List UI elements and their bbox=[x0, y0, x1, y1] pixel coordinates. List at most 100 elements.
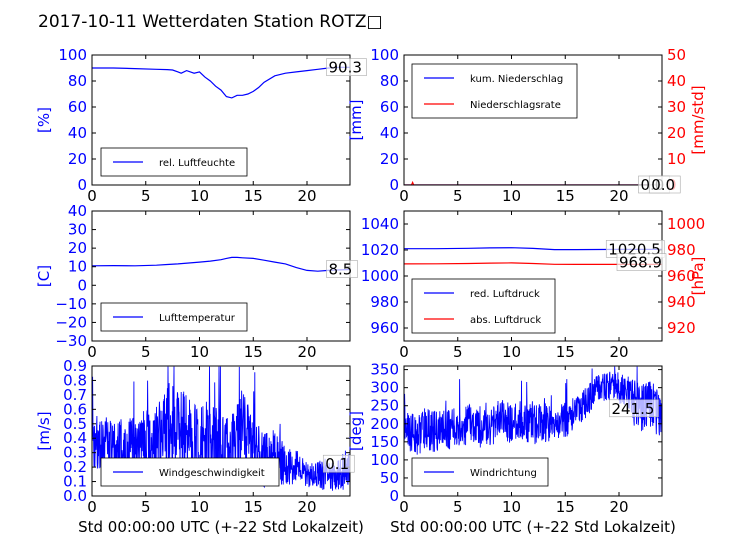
y-tick-label: 50 bbox=[380, 469, 399, 487]
x-tick-label: 0 bbox=[87, 343, 97, 361]
y-tick-label: 60 bbox=[68, 98, 87, 116]
y-tick-label: 0 bbox=[389, 176, 399, 194]
legend-label: Windgeschwindigkeit bbox=[159, 468, 265, 479]
chart-panel-temperature: 0 5 10 15 20−30−20−10010203040[C]Lufttempera… bbox=[35, 202, 358, 361]
series-line-precip-1 bbox=[404, 180, 662, 185]
chart-panel-humidity: 0 5 10 15 20 0 20 40 60 80 100 [%] rel. Luftfeuchte 9… bbox=[35, 46, 367, 205]
x-tick-label: 15 bbox=[556, 343, 575, 361]
y-tick-label: 0.2 bbox=[63, 458, 87, 476]
y-tick-label: 30 bbox=[68, 221, 87, 239]
value-label: 968.9 bbox=[619, 254, 662, 272]
y-tick-label: 980 bbox=[370, 293, 399, 311]
x-tick-label: 10 bbox=[502, 343, 521, 361]
legend-label: red. Luftdruck bbox=[470, 289, 540, 300]
x-tick-label: 5 bbox=[453, 187, 463, 205]
x-tick-label: 15 bbox=[556, 187, 575, 205]
y-tick-label: 350 bbox=[370, 361, 399, 379]
y-axis-label: [m/s] bbox=[35, 411, 53, 450]
legend-box-precip bbox=[411, 63, 578, 119]
y-axis-label: [%] bbox=[35, 107, 53, 133]
series-line-temperature-0 bbox=[92, 256, 350, 272]
y-tick-label: 60 bbox=[380, 98, 399, 116]
x-tick-label: 20 bbox=[609, 187, 628, 205]
chart-panel-windspeed: 0 5 10 15 200.00.10.20.30.40.50.60.70.80.9[m… bbox=[35, 357, 364, 536]
y-tick-label: 0.0 bbox=[63, 487, 87, 505]
y-tick-label: 0.8 bbox=[63, 371, 87, 389]
y2-tick-label: 40 bbox=[667, 72, 686, 90]
value-label-box bbox=[616, 253, 667, 271]
x-tick-label: 5 bbox=[141, 343, 151, 361]
y2-tick-label: 920 bbox=[667, 319, 696, 337]
y-tick-label: 0 bbox=[77, 276, 87, 294]
plot-frame-windspeed bbox=[91, 365, 351, 497]
y2-axis-label: [hPa] bbox=[689, 257, 707, 296]
value-label-box bbox=[322, 454, 355, 473]
y2-tick-label: 1000 bbox=[667, 215, 705, 233]
x-tick-label: 5 bbox=[141, 498, 151, 516]
chart-panel-pressure: 0 5 10 15 20 960 980 1000 1020 1040 920 940 960 980 10… bbox=[361, 210, 707, 361]
y-tick-label: 80 bbox=[380, 72, 399, 90]
x-tick-label: 20 bbox=[297, 498, 316, 516]
y-tick-label: −30 bbox=[55, 332, 87, 350]
y-tick-label: 100 bbox=[370, 451, 399, 469]
y-tick-label: 40 bbox=[68, 124, 87, 142]
y-tick-label: 100 bbox=[370, 46, 399, 64]
y-tick-label: 250 bbox=[370, 397, 399, 415]
x-tick-label: 20 bbox=[609, 498, 628, 516]
value-label: 8.5 bbox=[329, 261, 353, 279]
y-tick-label: 80 bbox=[68, 72, 87, 90]
y-tick-label: 1000 bbox=[361, 267, 399, 285]
value-label-box bbox=[609, 399, 659, 418]
y-tick-label: 150 bbox=[370, 433, 399, 451]
y-tick-label: 0.9 bbox=[63, 357, 87, 375]
figure-title: 2017-10-11 Wetterdaten Station ROTZ□ bbox=[38, 12, 383, 32]
y-tick-label: 20 bbox=[68, 150, 87, 168]
y-axis-label: [C] bbox=[35, 265, 53, 287]
y2-tick-label: 940 bbox=[667, 293, 696, 311]
legend-label: Lufttemperatur bbox=[159, 313, 236, 324]
value-label: 0.0 bbox=[651, 176, 675, 194]
y-tick-label: 10 bbox=[68, 258, 87, 276]
y-tick-label: 40 bbox=[380, 124, 399, 142]
value-label-box bbox=[326, 58, 367, 76]
y-tick-label: 960 bbox=[370, 319, 399, 337]
value-label-box bbox=[326, 260, 358, 278]
x-tick-label: 15 bbox=[556, 498, 575, 516]
x-tick-label: 0 bbox=[87, 187, 97, 205]
y2-tick-label: 960 bbox=[667, 267, 696, 285]
x-tick-label: 15 bbox=[244, 343, 263, 361]
plot-frame-humidity bbox=[91, 54, 351, 186]
y-tick-label: 200 bbox=[370, 415, 399, 433]
x-tick-label: 20 bbox=[297, 343, 316, 361]
legend-box-pressure bbox=[411, 278, 556, 334]
y2-tick-label: 980 bbox=[667, 241, 696, 259]
x-tick-label: 5 bbox=[453, 498, 463, 516]
y-tick-label: 20 bbox=[68, 239, 87, 257]
y-tick-label: 1040 bbox=[361, 215, 399, 233]
x-tick-label: 0 bbox=[399, 187, 409, 205]
value-label-box bbox=[648, 175, 681, 194]
y2-axis-label: [mm/std] bbox=[689, 85, 707, 154]
series-line-winddir-0 bbox=[404, 366, 662, 455]
x-tick-label: 20 bbox=[297, 187, 316, 205]
legend-label: abs. Luftdruck bbox=[470, 315, 541, 326]
legend-label: Niederschlagsrate bbox=[470, 100, 561, 111]
x-tick-label: 10 bbox=[190, 343, 209, 361]
y-tick-label: 0.6 bbox=[63, 400, 87, 418]
plot-frame-winddir bbox=[403, 365, 663, 497]
y-axis-label: [deg] bbox=[347, 411, 365, 451]
x-tick-label: 5 bbox=[141, 187, 151, 205]
y-tick-label: 300 bbox=[370, 379, 399, 397]
y-tick-label: 0.1 bbox=[63, 473, 87, 491]
x-axis-label: Std 00:00:00 UTC (+-22 Std Lokalzeit) bbox=[78, 518, 364, 536]
series-line-windspeed-0 bbox=[92, 366, 350, 491]
x-axis-label: Std 00:00:00 UTC (+-22 Std Lokalzeit) bbox=[390, 518, 676, 536]
x-tick-label: 15 bbox=[244, 187, 263, 205]
series-line-humidity-0 bbox=[92, 66, 350, 99]
y-tick-label: 0.5 bbox=[63, 415, 87, 433]
y-tick-label: 20 bbox=[380, 150, 399, 168]
y-tick-label: 40 bbox=[68, 202, 87, 220]
